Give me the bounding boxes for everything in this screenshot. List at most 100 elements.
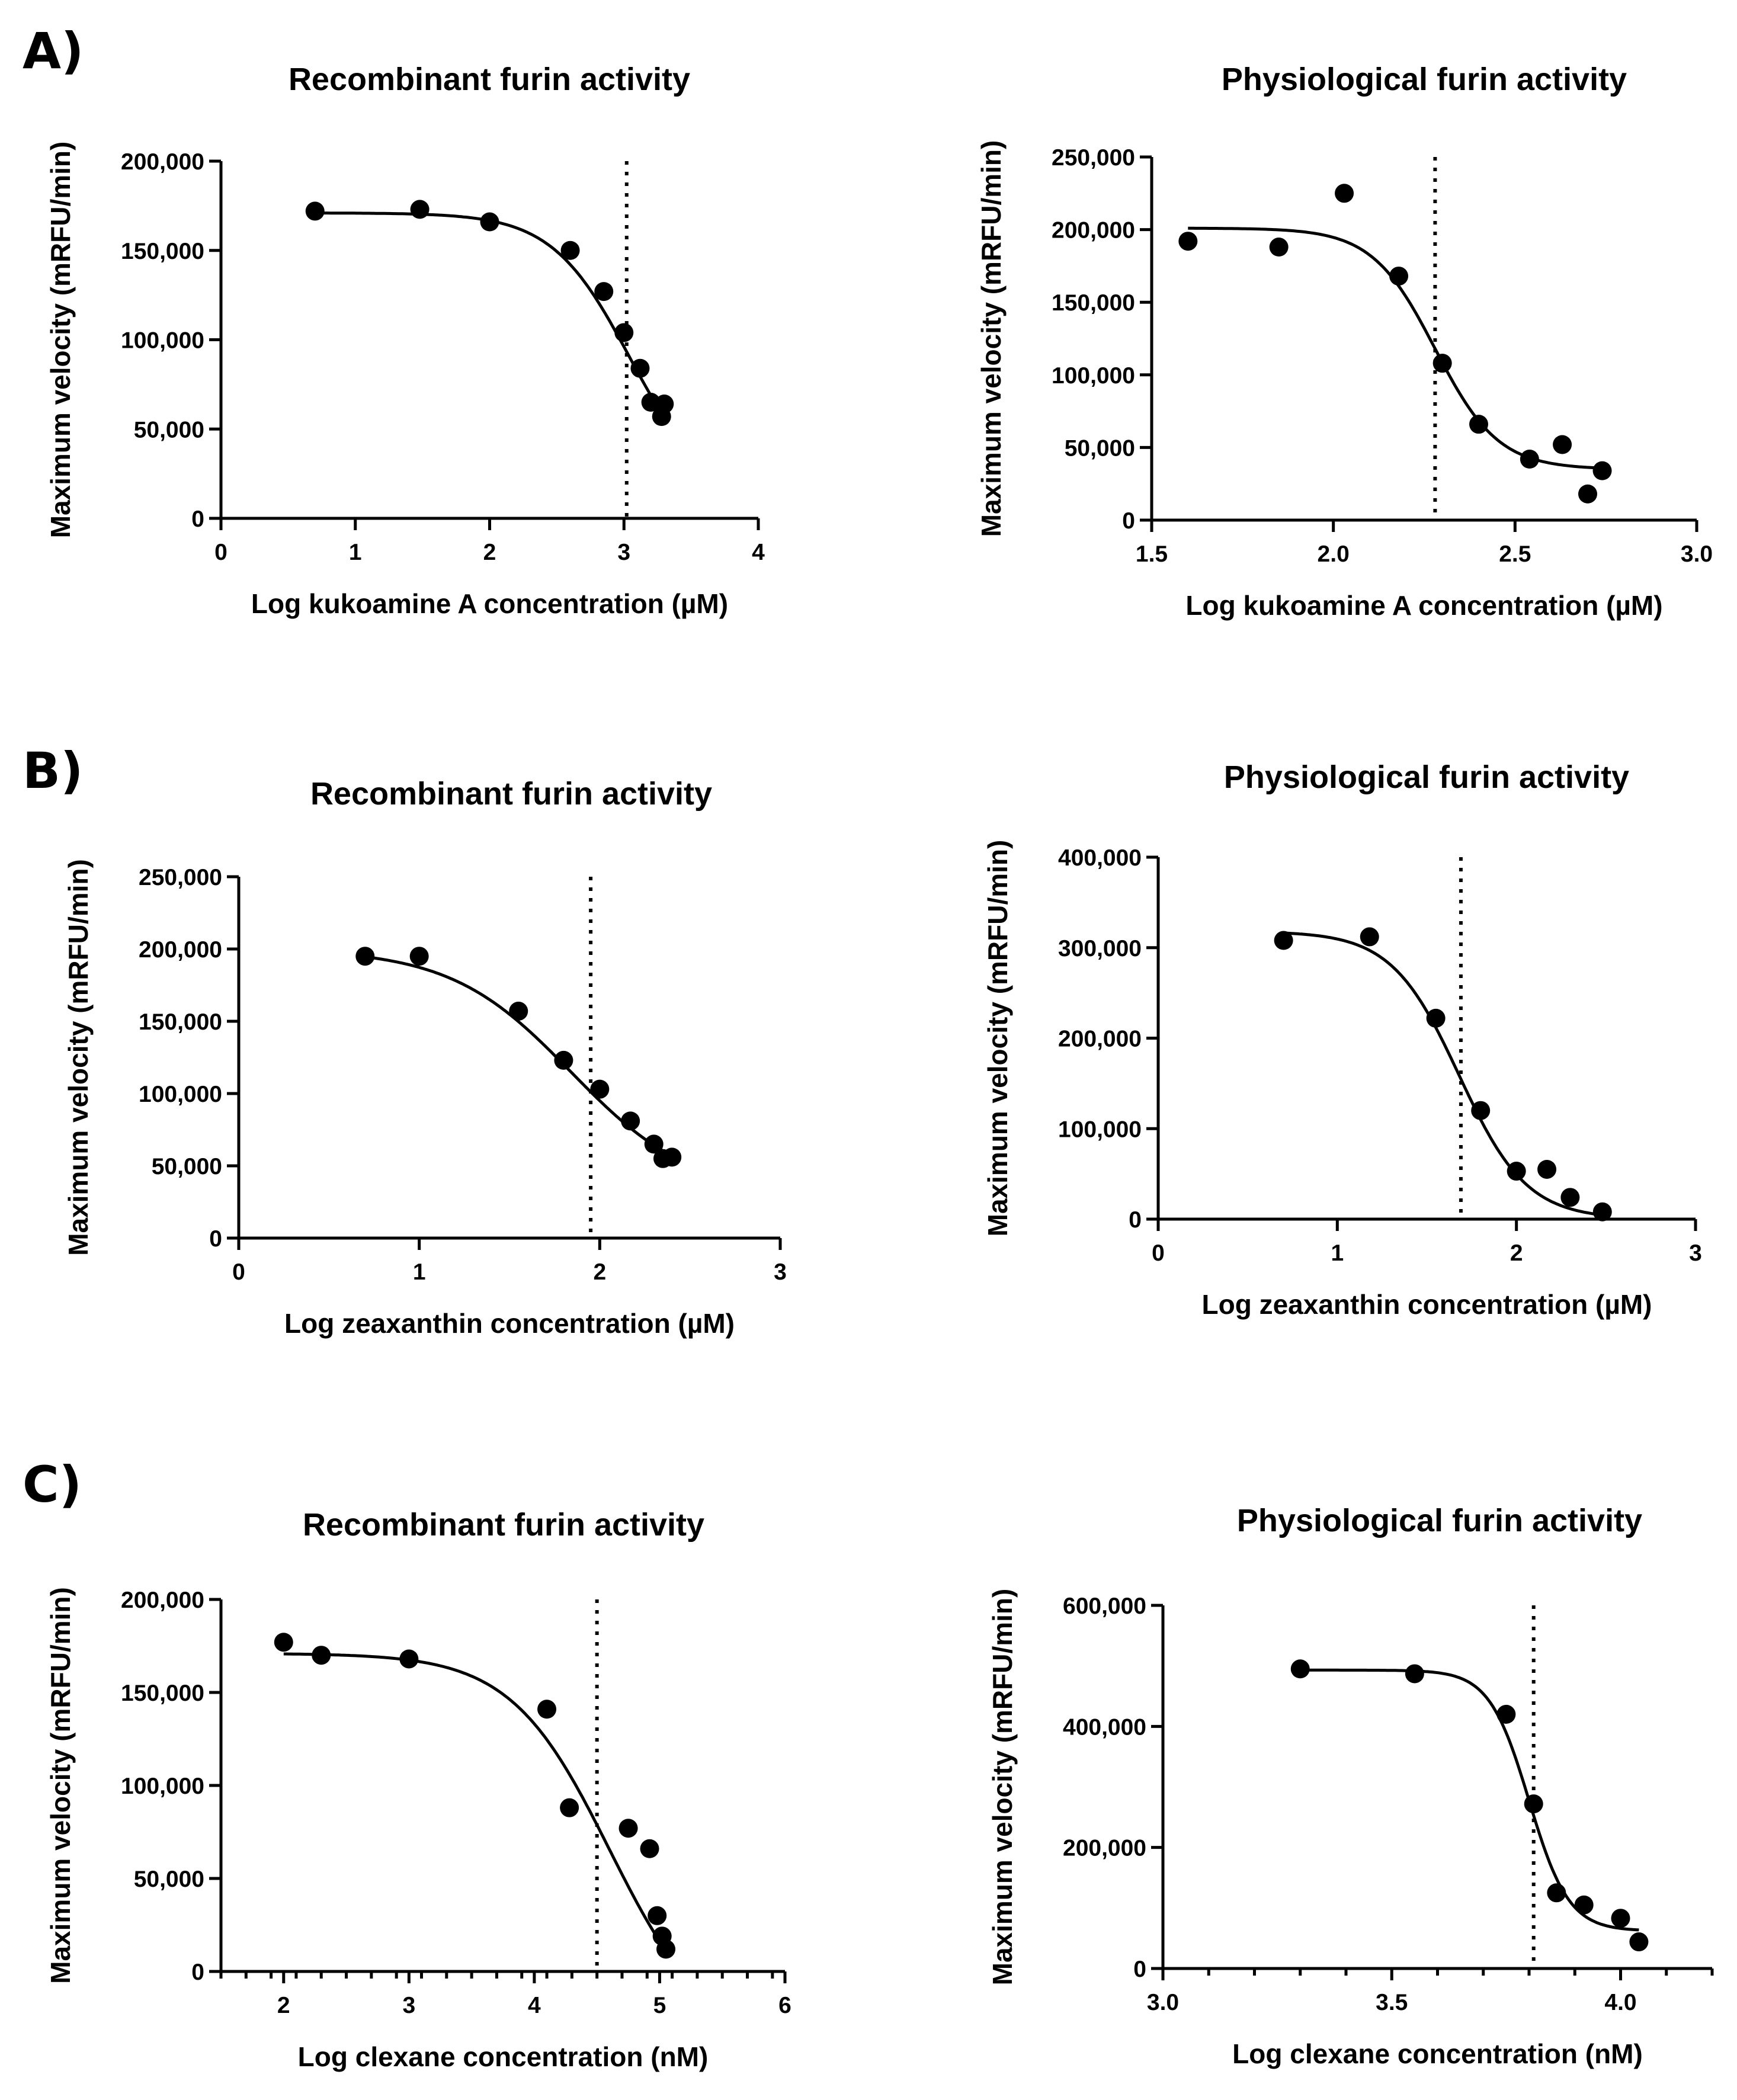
x-tick-label: 3 (1689, 1240, 1702, 1266)
chart-title: Physiological furin activity (1237, 1503, 1642, 1538)
data-point (1269, 238, 1289, 257)
y-tick-label: 150,000 (139, 1009, 222, 1035)
x-tick-label: 0 (1152, 1240, 1165, 1266)
x-tick-label: 3 (402, 1993, 415, 2018)
y-axis-label: Maximum velocity (mRFU/min) (63, 859, 94, 1256)
x-tick-label: 5 (653, 1993, 666, 2018)
y-tick-label: 200,000 (1052, 218, 1135, 243)
y-tick-label: 50,000 (134, 417, 204, 443)
y-tick-label: 50,000 (1065, 435, 1135, 461)
data-point (1389, 267, 1409, 286)
data-point (621, 1111, 640, 1131)
data-point (509, 1001, 528, 1021)
data-point (480, 212, 499, 232)
y-tick-label: 50,000 (152, 1154, 222, 1179)
y-axis-label: Maximum velocity (mRFU/min) (982, 840, 1013, 1237)
x-tick-label: 4 (528, 1993, 541, 2018)
data-point (537, 1700, 557, 1719)
x-tick-label: 0 (214, 540, 227, 565)
y-axis-label: Maximum velocity (mRFU/min) (987, 1589, 1018, 1986)
data-point (648, 1906, 667, 1925)
chart-4: Physiological furin activity 0 1 2 3 0 100,000… (982, 759, 1702, 1320)
y-axis-label: Maximum velocity (mRFU/min) (45, 1587, 76, 1984)
data-point (644, 1134, 664, 1154)
x-tick-label: 2 (593, 1259, 606, 1285)
y-axis-label: Maximum velocity (mRFU/min) (976, 140, 1007, 537)
x-tick-label: 4.0 (1604, 1990, 1636, 2015)
data-point (656, 1939, 676, 1959)
y-tick-label: 50,000 (134, 1867, 204, 1892)
chart-title: Recombinant furin activity (303, 1507, 704, 1543)
x-axis-label: Log kukoamine A concentration (µM) (1185, 590, 1662, 621)
data-point (1178, 232, 1198, 251)
data-point (1520, 450, 1539, 469)
data-point (1537, 1159, 1557, 1179)
data-point (1290, 1659, 1310, 1679)
chart-2: Physiological furin activity 1.5 2.0 2.5 3.0… (976, 62, 1713, 621)
y-tick-label: 100,000 (121, 328, 204, 354)
y-axis-label: Maximum velocity (mRFU/min) (45, 142, 76, 538)
data-point (1592, 1202, 1612, 1221)
chart-title: Recombinant furin activity (289, 62, 690, 97)
data-point (1360, 927, 1379, 947)
y-tick-label: 200,000 (1058, 1027, 1142, 1052)
y-tick-label: 400,000 (1063, 1714, 1146, 1740)
data-point (614, 323, 634, 342)
y-tick-label: 0 (1129, 1207, 1142, 1233)
data-point (1524, 1794, 1543, 1814)
y-tick-label: 200,000 (1063, 1836, 1146, 1861)
data-point (1335, 184, 1354, 203)
data-point (630, 358, 650, 378)
data-point (305, 201, 325, 221)
data-point (1405, 1664, 1424, 1684)
data-point (640, 1839, 659, 1858)
x-tick-label: 3.0 (1681, 541, 1713, 567)
data-point (1496, 1704, 1516, 1724)
panel-label-b: B) (23, 742, 83, 800)
fit-curve (1188, 226, 1603, 470)
x-tick-label: 1 (413, 1259, 426, 1285)
x-tick-label: 3 (774, 1259, 787, 1285)
data-point (662, 1147, 682, 1167)
x-axis-label: Log zeaxanthin concentration (µM) (284, 1308, 735, 1339)
data-point (1547, 1883, 1566, 1903)
y-tick-label: 100,000 (1058, 1117, 1142, 1142)
y-tick-label: 150,000 (1052, 290, 1135, 316)
y-tick-label: 600,000 (1063, 1594, 1146, 1619)
y-tick-label: 0 (1122, 508, 1135, 534)
data-point (1592, 461, 1612, 480)
y-tick-label: 400,000 (1058, 845, 1142, 871)
x-tick-label: 0 (232, 1259, 245, 1285)
data-point (652, 407, 671, 427)
data-point (560, 1798, 579, 1817)
y-tick-label: 200,000 (121, 149, 204, 175)
y-tick-label: 100,000 (139, 1082, 222, 1107)
data-point (399, 1649, 419, 1669)
data-point (1507, 1162, 1526, 1181)
x-axis-label: Log clexane concentration (nM) (1232, 2038, 1643, 2069)
x-tick-label: 1 (349, 540, 362, 565)
data-point (1469, 415, 1488, 434)
fit-curve (315, 211, 666, 418)
data-point (1553, 435, 1572, 454)
data-point (410, 200, 430, 219)
x-axis-label: Log clexane concentration (nM) (298, 2041, 709, 2072)
data-point (1426, 1008, 1446, 1028)
data-point (618, 1819, 638, 1838)
x-tick-label: 3 (617, 540, 630, 565)
fit-curve (1283, 931, 1603, 1217)
data-point (1432, 354, 1452, 373)
fit-curve (364, 955, 673, 1158)
data-point (554, 1050, 573, 1070)
panel-label-c: C) (23, 1455, 82, 1514)
data-point (1629, 1932, 1649, 1952)
fit-curve (1300, 1668, 1639, 1932)
y-tick-label: 0 (191, 1960, 204, 1985)
y-tick-label: 250,000 (1052, 145, 1135, 171)
y-tick-label: 200,000 (139, 937, 222, 963)
data-point (1574, 1895, 1594, 1915)
y-tick-label: 300,000 (1058, 936, 1142, 961)
x-tick-label: 6 (778, 1993, 791, 2018)
data-point (355, 947, 375, 966)
